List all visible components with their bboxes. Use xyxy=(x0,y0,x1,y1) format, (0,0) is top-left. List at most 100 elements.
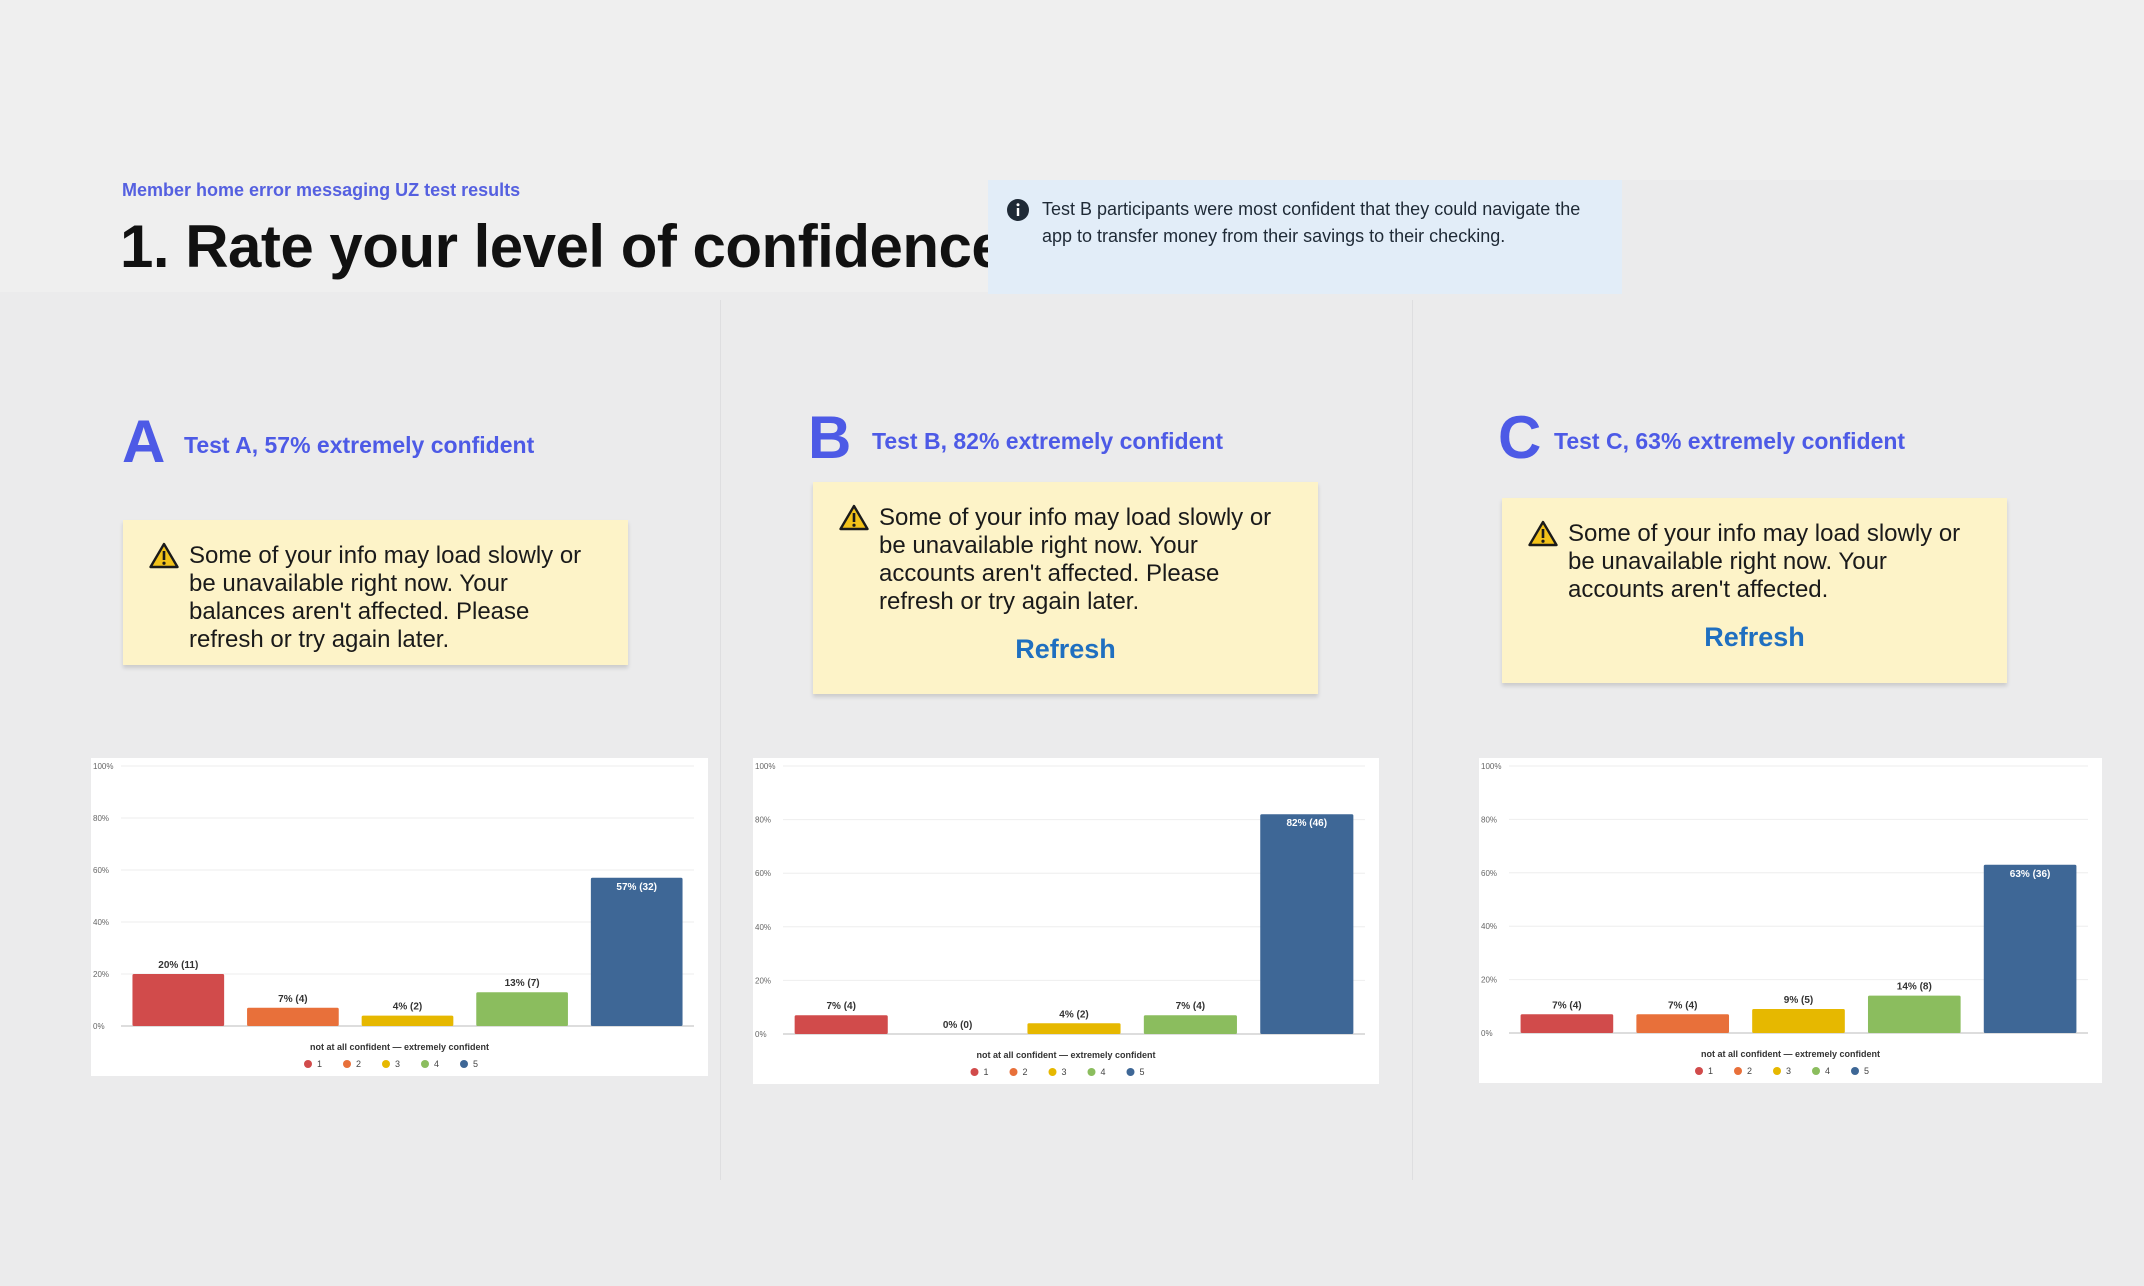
bar xyxy=(1636,1014,1730,1033)
y-tick-label: 0% xyxy=(1481,1029,1493,1038)
data-label: 7% (4) xyxy=(278,994,307,1005)
legend-label: 2 xyxy=(1023,1067,1028,1077)
legend-swatch xyxy=(1773,1067,1781,1075)
y-tick-label: 40% xyxy=(93,918,109,927)
chart-card: 0% 20% 40% 60% 80% 100% 7% (4) 7% (4) 9% (5) 14% … xyxy=(1479,758,2102,1083)
data-label: 82% (46) xyxy=(1287,818,1328,829)
legend-swatch xyxy=(1695,1067,1703,1075)
legend-swatch xyxy=(1009,1068,1018,1076)
legend-label: 2 xyxy=(356,1059,361,1069)
y-tick-label: 80% xyxy=(1481,815,1497,824)
variant-heading: Test A, 57% extremely confident xyxy=(184,432,535,458)
legend-label: 3 xyxy=(1786,1066,1791,1076)
alert-message: Some of your info may load slowly or be … xyxy=(879,504,1272,615)
alert-message: Some of your info may load slowly or be … xyxy=(189,542,582,653)
info-note: Test B participants were most confident … xyxy=(988,180,1622,294)
data-label: 13% (7) xyxy=(505,978,540,989)
data-label: 14% (8) xyxy=(1897,982,1932,993)
data-label: 20% (11) xyxy=(158,960,198,971)
y-tick-label: 80% xyxy=(93,814,109,823)
bar xyxy=(794,1015,888,1034)
warning-icon xyxy=(1528,520,1558,547)
column-divider xyxy=(720,300,721,1180)
y-tick-label: 40% xyxy=(1481,922,1497,931)
bar xyxy=(132,974,225,1026)
legend-swatch xyxy=(382,1060,390,1068)
alert-message: Some of your info may load slowly or be … xyxy=(1568,520,1961,603)
y-tick-label: 0% xyxy=(93,1022,105,1031)
legend-swatch xyxy=(343,1060,351,1068)
legend-label: 1 xyxy=(1708,1066,1713,1076)
column-divider xyxy=(1412,300,1413,1180)
warning-icon xyxy=(839,504,869,531)
data-label: 63% (36) xyxy=(2010,869,2051,880)
data-label: 7% (4) xyxy=(1552,1000,1581,1011)
y-tick-label: 0% xyxy=(755,1030,767,1039)
legend-swatch xyxy=(304,1060,312,1068)
legend-swatch xyxy=(421,1060,429,1068)
bar-chart: 0% 20% 40% 60% 80% 100% 7% (4) 7% (4) 9% (5) 14% … xyxy=(1481,762,2088,1076)
legend-label: 3 xyxy=(1062,1067,1067,1077)
data-label: 4% (2) xyxy=(1059,1009,1088,1020)
error-alert: Some of your info may load slowly or be … xyxy=(1502,498,2007,683)
legend-swatch xyxy=(1126,1068,1135,1076)
data-label: 4% (2) xyxy=(393,1002,422,1013)
legend-label: 4 xyxy=(1101,1067,1106,1077)
legend-label: 5 xyxy=(1140,1067,1145,1077)
y-tick-label: 40% xyxy=(755,923,771,932)
y-tick-label: 100% xyxy=(1481,762,1501,771)
legend-swatch xyxy=(970,1068,979,1076)
data-label: 7% (4) xyxy=(1668,1000,1697,1011)
variant-letter: B xyxy=(808,404,852,471)
legend-label: 3 xyxy=(395,1059,400,1069)
data-label: 9% (5) xyxy=(1784,995,1813,1006)
bar xyxy=(361,1015,454,1026)
data-label: 0% (0) xyxy=(943,1020,972,1031)
legend-swatch xyxy=(1087,1068,1096,1076)
page-eyebrow: Member home error messaging UZ test resu… xyxy=(122,180,521,200)
refresh-button[interactable]: Refresh xyxy=(833,634,1298,665)
legend-swatch xyxy=(460,1060,468,1068)
legend-label: 5 xyxy=(1864,1066,1869,1076)
variant-letter: C xyxy=(1498,404,1542,471)
bar xyxy=(1520,1014,1614,1033)
variant-letter: A xyxy=(122,408,166,475)
legend-label: 5 xyxy=(473,1059,478,1069)
x-axis-label: not at all confident — extremely confide… xyxy=(310,1042,489,1052)
y-tick-label: 20% xyxy=(1481,976,1497,985)
y-tick-label: 20% xyxy=(755,976,771,985)
variant-heading: Test B, 82% extremely confident xyxy=(872,428,1224,454)
bar xyxy=(247,1007,339,1026)
data-label: 7% (4) xyxy=(1176,1001,1205,1012)
chart-card: 0% 20% 40% 60% 80% 100% 20% (11) 7% (4) 4% (2) 13… xyxy=(91,758,708,1076)
bar-chart: 0%20%40%60%80%100%20% (11)7% (4)4% (2)13… xyxy=(93,762,694,1069)
y-tick-label: 60% xyxy=(1481,869,1497,878)
header-band-edge xyxy=(1622,180,2144,292)
y-tick-label: 20% xyxy=(93,970,109,979)
bar xyxy=(1752,1008,1845,1033)
legend-label: 1 xyxy=(317,1059,322,1069)
bar xyxy=(1027,1023,1121,1034)
info-icon xyxy=(1007,199,1029,221)
chart-card: 0% 20% 40% 60% 80% 100% 7% (4) 0% (0) 4% (2) 7% (… xyxy=(753,758,1379,1084)
legend-swatch xyxy=(1734,1067,1742,1075)
bar xyxy=(476,992,568,1026)
page-title: 1. Rate your level of confidence xyxy=(120,213,1005,280)
bar xyxy=(1143,1015,1237,1034)
bar xyxy=(1260,814,1354,1034)
error-alert: Some of your info may load slowly or be … xyxy=(123,520,628,665)
y-tick-label: 100% xyxy=(755,762,775,771)
legend-label: 2 xyxy=(1747,1066,1752,1076)
bar xyxy=(590,877,683,1026)
variant-heading: Test C, 63% extremely confident xyxy=(1554,428,1906,454)
bar xyxy=(1867,995,1961,1033)
bar-chart: 0% 20% 40% 60% 80% 100% 7% (4) 0% (0) 4% (2) 7% (… xyxy=(755,762,1365,1077)
y-tick-label: 80% xyxy=(755,816,771,825)
legend-swatch xyxy=(1851,1067,1859,1075)
refresh-button[interactable]: Refresh xyxy=(1522,622,1987,653)
legend-label: 1 xyxy=(984,1067,989,1077)
x-axis-label: not at all confident — extremely confide… xyxy=(976,1050,1155,1060)
x-axis-label: not at all confident — extremely confide… xyxy=(1701,1049,1880,1059)
y-tick-label: 60% xyxy=(93,866,109,875)
error-alert: Some of your info may load slowly or be … xyxy=(813,482,1318,694)
